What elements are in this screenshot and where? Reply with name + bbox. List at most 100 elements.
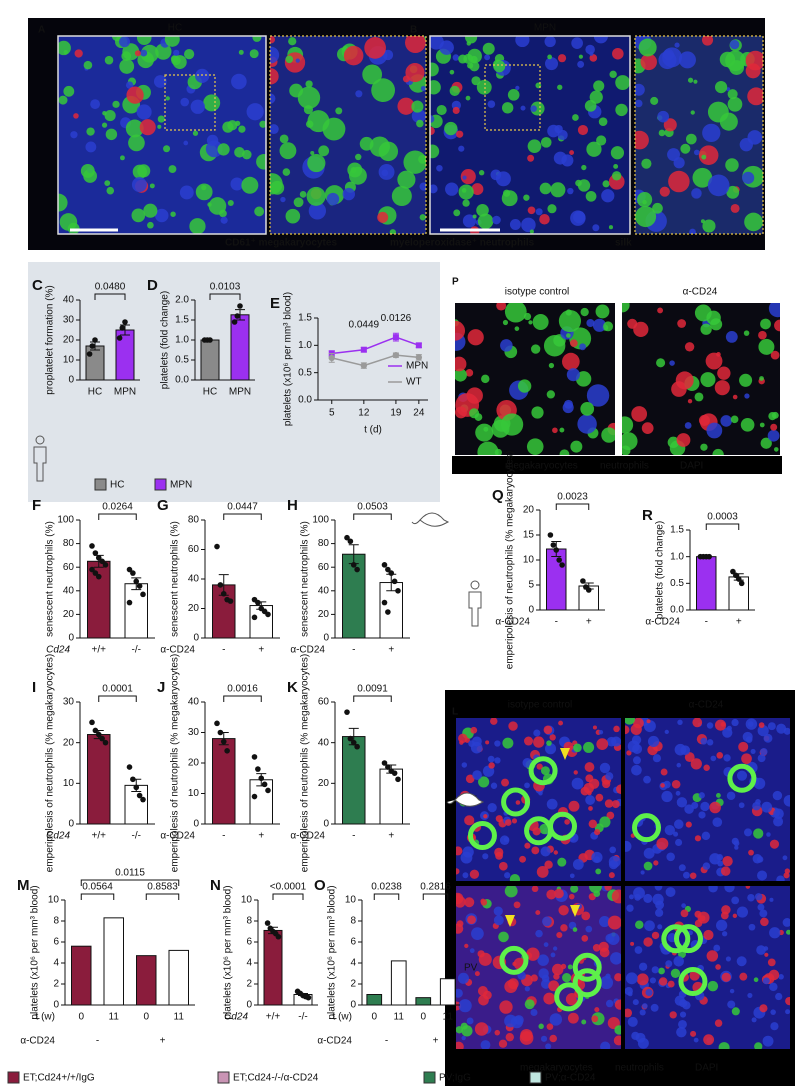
human-icon bbox=[35, 435, 45, 445]
megakaryocyte bbox=[727, 763, 757, 793]
cell bbox=[757, 870, 768, 881]
cell bbox=[544, 36, 556, 48]
data-point bbox=[735, 576, 742, 582]
cell bbox=[230, 177, 244, 191]
cell bbox=[485, 740, 490, 745]
data-point bbox=[126, 566, 133, 573]
cell bbox=[173, 49, 180, 56]
cell bbox=[456, 893, 461, 899]
cell bbox=[449, 85, 460, 97]
y-tick-label: 0.0 bbox=[670, 605, 684, 616]
cell bbox=[601, 427, 615, 443]
megakaryocyte bbox=[632, 813, 662, 843]
cell bbox=[560, 924, 568, 932]
cell bbox=[605, 772, 614, 781]
cell bbox=[531, 344, 541, 354]
cell bbox=[546, 798, 558, 810]
cell bbox=[456, 846, 463, 856]
cell bbox=[705, 352, 723, 370]
cell bbox=[430, 115, 435, 123]
cell bbox=[760, 748, 768, 756]
cell bbox=[219, 209, 227, 218]
cell bbox=[547, 54, 553, 60]
cell bbox=[183, 140, 189, 146]
megakaryocyte bbox=[467, 821, 497, 851]
cell bbox=[458, 145, 465, 152]
cell bbox=[430, 62, 439, 77]
x-tick-label: +/+ bbox=[266, 1012, 281, 1023]
cell bbox=[594, 829, 601, 836]
cell bbox=[772, 790, 783, 801]
p-value: 0.0091 bbox=[357, 684, 388, 695]
cell bbox=[622, 432, 638, 451]
cell bbox=[493, 906, 503, 916]
cell bbox=[604, 886, 612, 891]
cell bbox=[750, 748, 756, 754]
p-value: 0.0126 bbox=[381, 313, 412, 324]
image bbox=[430, 36, 630, 234]
cell bbox=[640, 53, 657, 71]
y-tick-label: 0 bbox=[350, 1000, 356, 1011]
cell bbox=[157, 124, 162, 129]
cell bbox=[476, 79, 492, 95]
cell bbox=[397, 97, 415, 115]
y-tick-label: 2 bbox=[53, 979, 59, 990]
cell bbox=[640, 870, 645, 875]
panel-label: Q bbox=[492, 487, 504, 504]
cell bbox=[139, 119, 156, 136]
cell bbox=[458, 999, 472, 1013]
y-tick-label: 1.5 bbox=[298, 313, 312, 324]
significance-bracket bbox=[555, 503, 590, 510]
y-tick-label: 30 bbox=[63, 315, 75, 326]
cell bbox=[759, 909, 768, 918]
cell bbox=[526, 438, 544, 455]
cell bbox=[462, 872, 469, 879]
image-text: HC bbox=[168, 23, 182, 34]
cell bbox=[613, 164, 619, 169]
y-tick-label: 5 bbox=[528, 580, 534, 591]
y-tick-label: 40 bbox=[318, 585, 330, 596]
cell bbox=[625, 840, 632, 852]
cell bbox=[289, 83, 304, 98]
cell bbox=[147, 221, 154, 229]
cell bbox=[684, 752, 695, 763]
y-tick-label: 20 bbox=[63, 737, 75, 748]
cell bbox=[472, 214, 477, 219]
cell bbox=[702, 123, 721, 143]
cell bbox=[411, 100, 424, 113]
cell bbox=[540, 766, 550, 776]
y-tick-label: 0 bbox=[246, 1000, 252, 1011]
cell bbox=[532, 314, 549, 330]
cell bbox=[483, 814, 488, 819]
cell bbox=[279, 142, 297, 160]
cell bbox=[721, 905, 731, 915]
cell bbox=[536, 866, 549, 878]
bar bbox=[85, 345, 105, 381]
cell bbox=[484, 54, 491, 61]
cell bbox=[476, 203, 489, 217]
cell bbox=[607, 932, 620, 945]
cell bbox=[610, 952, 621, 965]
cell bbox=[680, 143, 691, 154]
cell bbox=[588, 819, 598, 829]
cell bbox=[252, 36, 262, 42]
cell bbox=[774, 319, 780, 332]
cell bbox=[231, 73, 247, 90]
data-point bbox=[237, 303, 243, 309]
p-value: <0.0001 bbox=[270, 882, 307, 893]
cell bbox=[119, 59, 135, 74]
cell bbox=[455, 356, 467, 372]
y-tick-label: 8 bbox=[246, 916, 252, 927]
cell bbox=[579, 343, 587, 351]
cell bbox=[663, 118, 677, 132]
cell bbox=[192, 130, 199, 136]
data-point bbox=[347, 538, 354, 545]
cell bbox=[738, 802, 745, 809]
cell bbox=[533, 736, 545, 748]
panel-label: E bbox=[270, 295, 280, 312]
image bbox=[625, 718, 790, 881]
cell bbox=[778, 974, 784, 980]
cell bbox=[775, 992, 783, 1001]
cell bbox=[721, 931, 728, 937]
cell bbox=[419, 214, 426, 221]
